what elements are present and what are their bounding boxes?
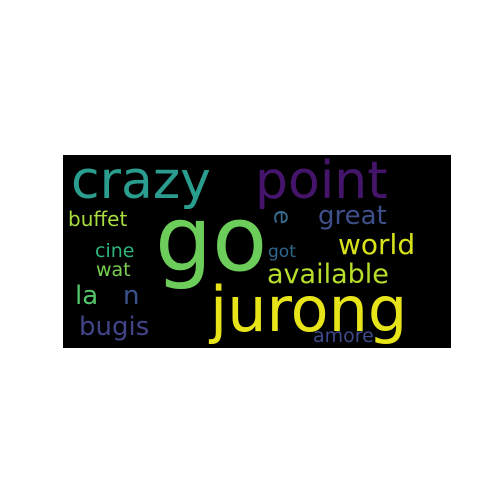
word-go: go — [155, 187, 268, 292]
word-cloud: crazy point go great e buffet world cine… — [63, 155, 451, 348]
word-point: point — [255, 155, 388, 211]
word-e: e — [268, 209, 297, 225]
word-great: great — [318, 201, 387, 231]
word-buffet: buffet — [68, 207, 128, 231]
word-wat: wat — [96, 259, 131, 281]
word-got: got — [268, 242, 296, 262]
word-jurong: jurong — [210, 273, 408, 346]
word-la: la — [75, 281, 99, 311]
word-bugis: bugis — [79, 312, 150, 342]
word-amore: amore — [313, 325, 374, 347]
word-crazy: crazy — [71, 155, 211, 211]
word-available: available — [267, 259, 389, 290]
word-cine: cine — [95, 240, 135, 262]
word-n: n — [123, 281, 140, 311]
word-world: world — [338, 228, 416, 261]
